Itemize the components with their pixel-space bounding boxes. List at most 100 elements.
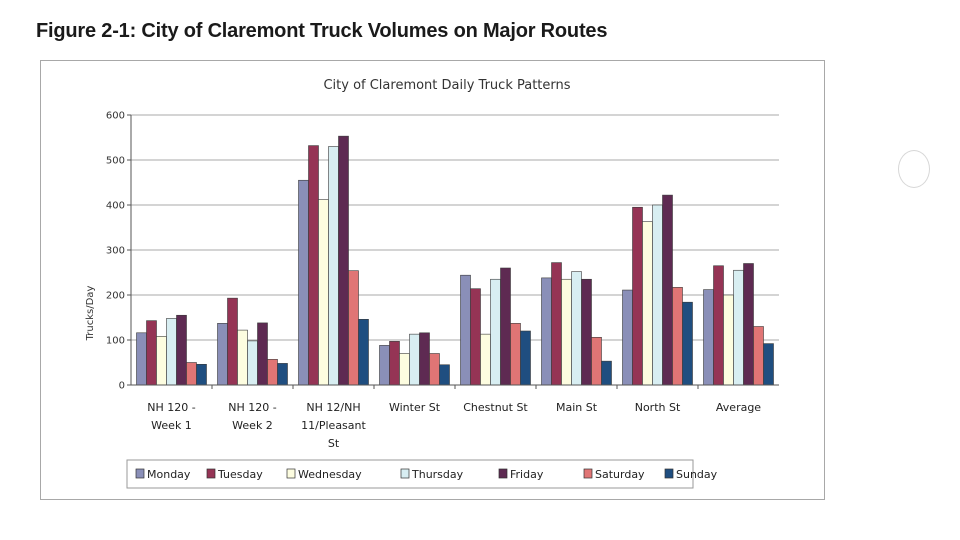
bar-monday [298, 179, 309, 386]
bar-saturday [186, 362, 197, 386]
figure-title: Figure 2-1: City of Claremont Truck Volu… [36, 20, 608, 42]
x-category-label: NH 120 - Week 1 [147, 401, 195, 432]
bar-thursday [571, 271, 582, 386]
x-category-label-line: NH 12/NH [306, 401, 360, 414]
bar-sunday [277, 363, 288, 386]
legend-label-saturday: Saturday [595, 468, 645, 481]
x-category-label-line: NH 120 - [147, 401, 195, 414]
y-axis-title: Trucks/Day [85, 286, 96, 342]
y-tick-label: 300 [106, 246, 125, 257]
chart-frame: City of Claremont Daily Truck Patterns T… [40, 60, 825, 500]
decorative-circle [898, 150, 930, 188]
bar-wednesday [399, 353, 410, 386]
x-category-label-line: Week 2 [232, 419, 273, 432]
bar-monday [622, 289, 633, 386]
y-tick-label: 400 [106, 201, 125, 212]
bar-monday [460, 274, 471, 386]
bar-tuesday [470, 288, 481, 386]
bar-wednesday [237, 329, 248, 386]
bar-monday [379, 345, 390, 386]
legend-label-wednesday: Wednesday [298, 468, 362, 481]
bar-tuesday [146, 320, 157, 386]
bar-tuesday [308, 145, 319, 386]
y-tick-label: 100 [106, 336, 125, 347]
bar-tuesday [389, 341, 400, 386]
x-category-label-line: Winter St [389, 401, 441, 414]
bar-thursday [733, 269, 744, 386]
legend-swatch-saturday [583, 468, 593, 479]
x-category-label: NH 120 - Week 2 [228, 401, 276, 432]
bar-sunday [601, 360, 612, 386]
legend-label-monday: Monday [147, 468, 191, 481]
x-category-label-line: Main St [556, 401, 598, 414]
y-tick-label: 500 [106, 156, 125, 167]
bar-wednesday [642, 221, 653, 386]
legend-label-sunday: Sunday [676, 468, 718, 481]
bar-monday [541, 277, 552, 386]
x-category-label: Winter St [389, 401, 441, 414]
bar-wednesday [561, 278, 572, 386]
bar-saturday [348, 270, 359, 386]
bar-friday [743, 263, 754, 386]
bar-monday [136, 332, 147, 386]
bar-monday [217, 323, 228, 386]
legend-label-tuesday: Tuesday [217, 468, 263, 481]
x-category-label: NH 12/NH 11/Pleasant St [301, 401, 366, 450]
bar-thursday [166, 318, 177, 386]
bar-saturday [753, 326, 764, 386]
bar-friday [419, 332, 430, 386]
x-category-label-line: NH 120 - [228, 401, 276, 414]
legend: Monday Tuesday Wednesday Thursday Friday Satu… [126, 459, 718, 489]
bar-monday [703, 289, 714, 386]
bar-thursday [328, 146, 339, 386]
x-category-label-line: North St [635, 401, 681, 414]
legend-swatch-thursday [400, 468, 410, 479]
legend-swatch-sunday [664, 468, 674, 479]
legend-swatch-wednesday [286, 468, 296, 479]
bar-wednesday [723, 294, 734, 386]
bar-sunday [763, 343, 774, 386]
bar-tuesday [227, 297, 238, 386]
bar-friday [257, 322, 268, 386]
x-category-label: North St [635, 401, 681, 414]
axes [127, 114, 779, 389]
bar-tuesday [551, 262, 562, 386]
bar-friday [338, 135, 349, 386]
bar-sunday [682, 301, 693, 386]
bar-friday [581, 278, 592, 386]
bar-sunday [520, 330, 531, 386]
bar-saturday [672, 287, 683, 386]
x-category-label: Average [716, 401, 761, 414]
x-category-label: Chestnut St [463, 401, 528, 414]
bar-tuesday [632, 206, 643, 386]
bar-thursday [490, 278, 501, 386]
bar-thursday [652, 204, 663, 386]
x-category-label-line: 11/Pleasant [301, 419, 366, 432]
legend-swatch-friday [498, 468, 508, 479]
legend-label-friday: Friday [510, 468, 544, 481]
bar-friday [176, 314, 187, 386]
bar-saturday [429, 353, 440, 386]
bar-tuesday [713, 265, 724, 386]
bar-saturday [267, 359, 278, 386]
x-category-label-line: Average [716, 401, 761, 414]
bar-chart: City of Claremont Daily Truck Patterns T… [85, 78, 779, 489]
x-category-label-line: Week 1 [151, 419, 192, 432]
x-category-label-line: St [328, 437, 340, 450]
legend-swatch-monday [135, 468, 145, 479]
bar-sunday [358, 318, 369, 386]
bar-friday [662, 194, 673, 386]
legend-label-thursday: Thursday [411, 468, 464, 481]
bar-wednesday [156, 336, 167, 386]
x-category-label-line: Chestnut St [463, 401, 528, 414]
legend-box [126, 459, 694, 489]
chart-title: City of Claremont Daily Truck Patterns [323, 78, 570, 93]
x-category-label: Main St [556, 401, 598, 414]
y-tick-label: 200 [106, 291, 125, 302]
bar-friday [500, 267, 511, 386]
bar-thursday [247, 340, 258, 386]
bar-wednesday [318, 199, 329, 386]
bar-sunday [196, 363, 207, 386]
bars [136, 135, 774, 386]
